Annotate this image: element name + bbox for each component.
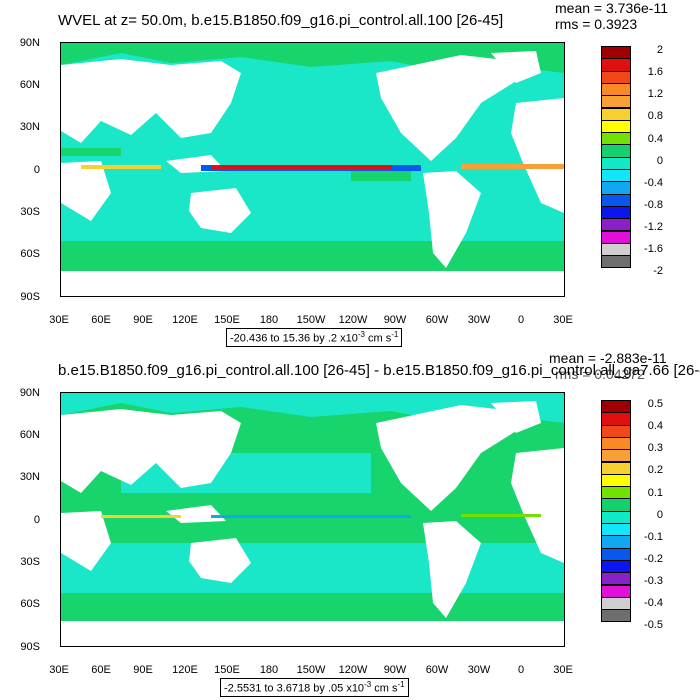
colorbar-label: -0.3 — [644, 575, 663, 588]
bottom-range-label: -2.5531 to 3.6718 by .05 x10-3 cm s-1 — [220, 678, 409, 697]
lon-label: 150E — [214, 314, 240, 326]
top-panel-title: WVEL at z= 50.0m, b.e15.B1850.f09_g16.pi… — [58, 12, 504, 29]
colorbar-label: 0.2 — [647, 464, 663, 477]
colorbar-label: -0.5 — [644, 619, 663, 632]
lat-label: 60S — [20, 248, 40, 260]
colorbar-label: 0.3 — [647, 442, 663, 455]
colorbar-label: 0.8 — [647, 110, 663, 123]
colorbar-cell — [601, 400, 631, 414]
top-panel-mean: mean = 3.736e-11 — [555, 0, 668, 16]
lon-label: 120W — [338, 664, 368, 676]
colorbar-label: 0.5 — [647, 398, 663, 410]
lon-label: 90E — [133, 314, 153, 326]
colorbar-label: 1.6 — [647, 66, 663, 79]
top-panel: WVEL at z= 50.0m, b.e15.B1850.f09_g16.pi… — [19, 0, 668, 347]
lon-label: 60W — [425, 314, 449, 326]
lon-label: 90W — [383, 664, 407, 676]
lon-label: 60E — [91, 314, 111, 326]
lat-label: 0 — [33, 164, 40, 176]
colorbar-label: -0.4 — [644, 176, 663, 189]
lat-label: 60N — [19, 79, 40, 91]
colorbar-label: 2 — [656, 44, 663, 56]
top-panel-rms: rms = 0.3923 — [555, 16, 638, 32]
lon-label: 120E — [172, 664, 198, 676]
lon-label: 60E — [91, 664, 111, 676]
colorbar-label: -0.8 — [644, 198, 663, 211]
lon-label: 120W — [338, 314, 368, 326]
colorbar-label: 0.4 — [647, 132, 663, 145]
lon-label: 0 — [517, 664, 525, 676]
lon-label: 30E — [553, 664, 573, 676]
colorbar-label: 1.2 — [647, 88, 663, 101]
lon-label: 150W — [296, 314, 326, 326]
lon-label: 0 — [517, 314, 525, 326]
lon-label: 180 — [259, 664, 279, 676]
lon-label: 30E — [49, 314, 69, 326]
lat-label: 60S — [20, 598, 40, 610]
colorbar-cell — [601, 46, 631, 60]
lat-label: 90S — [20, 641, 40, 653]
top-map — [60, 42, 565, 297]
lon-label: 30E — [553, 314, 573, 326]
lat-label: 60N — [19, 429, 40, 441]
colorbar-label: 0 — [656, 508, 663, 521]
lat-label: 30S — [20, 206, 40, 218]
lon-label: 30W — [467, 664, 491, 676]
bottom-map-field — [61, 393, 564, 646]
lat-label: 30N — [19, 121, 40, 133]
top-map-field — [61, 43, 564, 296]
colorbar-label: -1.2 — [644, 221, 663, 234]
lon-label: 30E — [49, 664, 69, 676]
bottom-panel-title: b.e15.B1850.f09_g16.pi_control.all.100 [… — [58, 362, 700, 379]
colorbar-label: 0 — [656, 154, 663, 167]
lon-label: 150E — [214, 664, 240, 676]
colorbar-label: -0.1 — [644, 530, 663, 543]
lon-label: 120E — [172, 314, 198, 326]
lon-label: 180 — [259, 314, 279, 326]
bottom-map — [60, 392, 565, 647]
lat-label: 90N — [19, 387, 40, 399]
lon-label: 60W — [425, 664, 449, 676]
colorbar-label: -2 — [653, 265, 663, 278]
lat-label: 90N — [19, 37, 40, 49]
colorbar-label: -0.4 — [644, 597, 663, 610]
colorbar-label: 0.1 — [647, 486, 663, 499]
colorbar-label: -1.6 — [644, 243, 663, 256]
lon-label: 150W — [296, 664, 326, 676]
lat-label: 30N — [19, 471, 40, 483]
colorbar-label: 0.4 — [647, 420, 663, 433]
lat-label: 90S — [20, 291, 40, 303]
colorbar-label: -0.2 — [644, 552, 663, 565]
lon-label: 90W — [383, 314, 407, 326]
lat-label: 30S — [20, 556, 40, 568]
top-range-label: -20.436 to 15.36 by .2 x10-3 cm s-1 — [226, 328, 403, 347]
lon-label: 30W — [467, 314, 491, 326]
lat-label: 0 — [33, 514, 40, 526]
lon-label: 90E — [133, 664, 153, 676]
bottom-panel-mean: mean = -2.883e-11 — [549, 350, 667, 366]
bottom-panel-rms: rms = 0.04272 — [555, 366, 645, 382]
bottom-panel: mean = -2.883e-11 rms = 0.04272 b.e15.B1… — [0, 350, 700, 700]
